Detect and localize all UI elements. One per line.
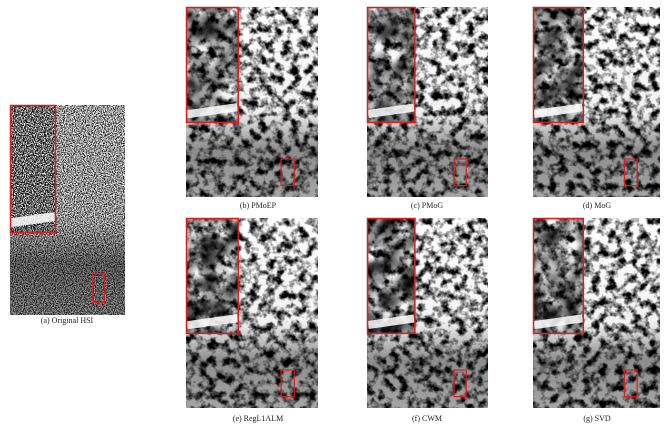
panel-caption: (e) RegL1ALM xyxy=(233,414,283,423)
panel-caption: (c) PMoG xyxy=(411,201,443,210)
panel-caption: (b) PMoEP xyxy=(240,201,277,210)
image-panel xyxy=(367,218,488,408)
panel-caption: (d) MoG xyxy=(583,201,611,210)
panel-caption: (f) CWM xyxy=(412,414,442,423)
image-panel xyxy=(10,105,125,315)
panel-caption: (g) SVD xyxy=(583,414,611,423)
image-panel xyxy=(533,218,660,408)
figure: (a) Original HSI (b) PMoEP (c) PMoG (d) MoG… xyxy=(0,0,666,428)
image-panel xyxy=(533,7,660,197)
panel-caption: (a) Original HSI xyxy=(41,316,94,325)
image-panel xyxy=(367,7,488,197)
image-panel xyxy=(186,218,318,408)
image-panel xyxy=(186,7,318,197)
